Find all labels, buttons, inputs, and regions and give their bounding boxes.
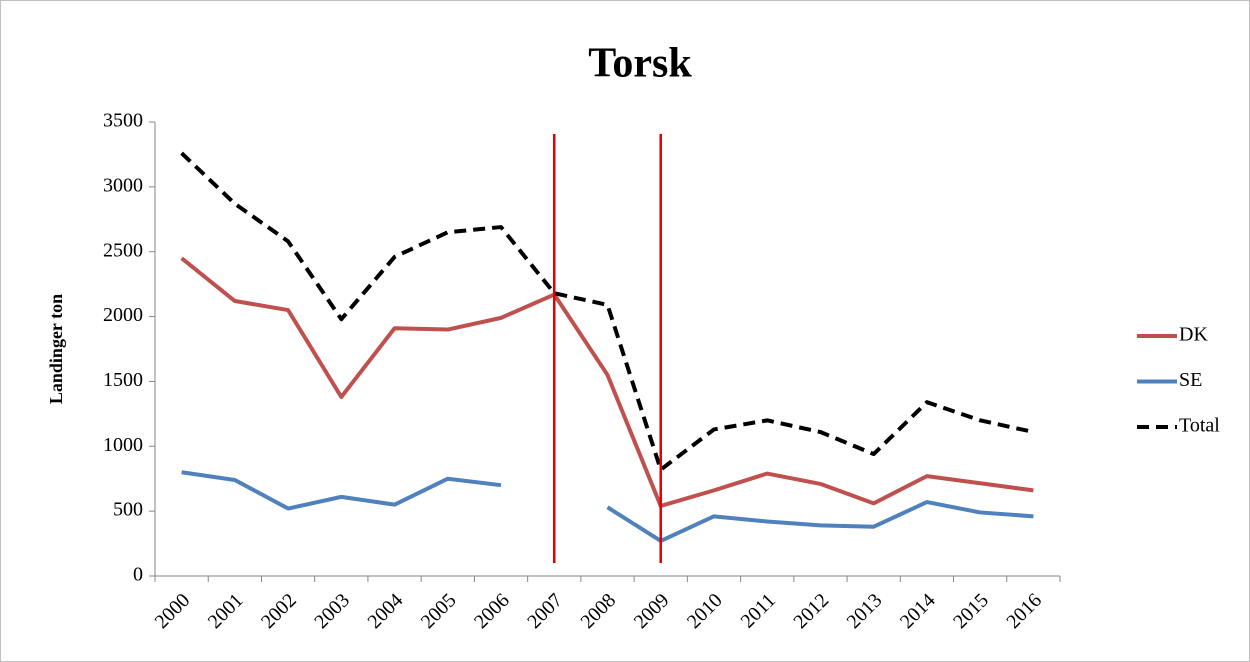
legend-label: DK bbox=[1179, 324, 1208, 346]
y-axis-label: Landinger ton bbox=[46, 294, 66, 404]
y-tick-label: 500 bbox=[113, 499, 143, 521]
y-tick-label: 3000 bbox=[103, 174, 143, 196]
y-tick-label: 3500 bbox=[103, 110, 143, 132]
y-tick-label: 0 bbox=[133, 564, 143, 586]
data-line bbox=[180, 151, 1034, 472]
legend-label: Total bbox=[1179, 415, 1220, 437]
y-tick-label: 2000 bbox=[103, 304, 143, 326]
chart-title: Torsk bbox=[588, 41, 692, 87]
y-tick-label: 1000 bbox=[103, 434, 143, 456]
y-tick-label: 2500 bbox=[103, 239, 143, 261]
y-tick-label: 1500 bbox=[103, 369, 143, 391]
legend-label: SE bbox=[1179, 369, 1202, 391]
data-line bbox=[181, 470, 1034, 543]
data-line bbox=[180, 256, 1034, 508]
